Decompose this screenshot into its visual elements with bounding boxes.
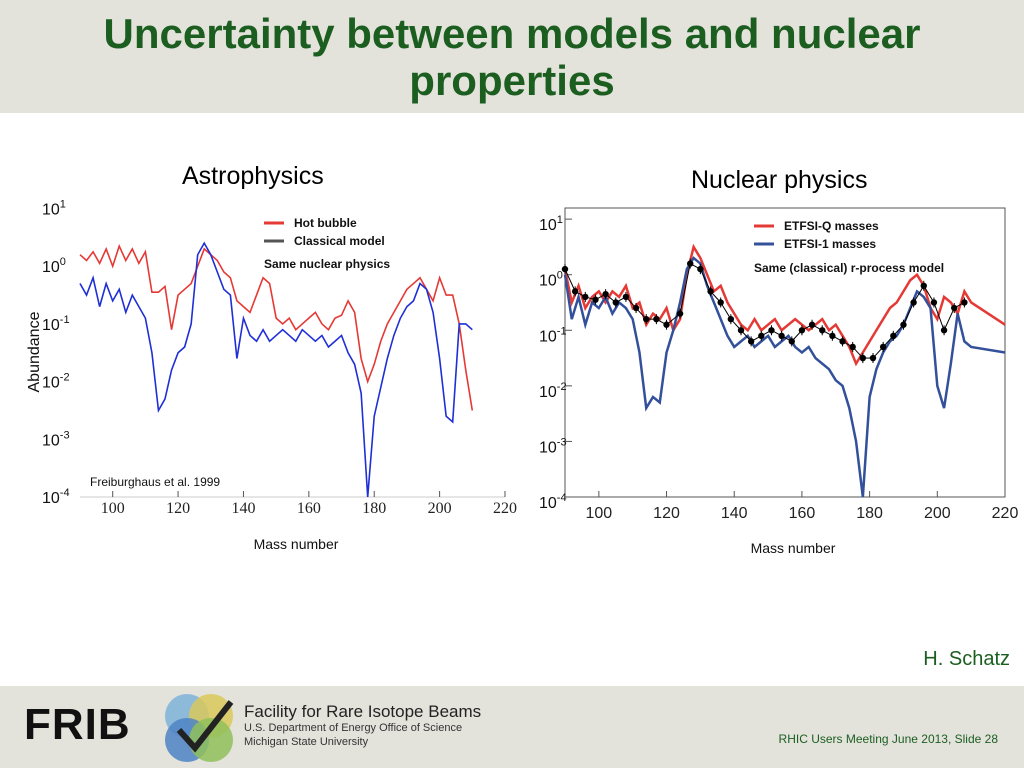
data-link	[923, 285, 935, 303]
series-line-1	[563, 256, 1006, 498]
data-link	[903, 302, 915, 325]
series-line-1	[79, 241, 473, 498]
title-band	[0, 0, 1024, 113]
y-tick-label: 10-4	[539, 492, 567, 512]
x-tick-label: 140	[231, 500, 255, 517]
citation: Freiburghaus et al. 1999	[90, 475, 220, 489]
legend-label: ETFSI-Q masses	[784, 219, 879, 233]
x-tick-label: 100	[585, 505, 612, 522]
slide-title: Uncertainty between models and nuclear p…	[103, 10, 921, 104]
facility-university: Michigan State University	[244, 736, 369, 748]
chart-note: Same (classical) r-process model	[754, 261, 944, 275]
author: H. Schatz	[923, 648, 1010, 670]
legend-label: Classical model	[294, 234, 385, 248]
y-tick-label: 10-1	[42, 314, 70, 334]
frib-seal-icon	[165, 694, 234, 762]
facility-name: Facility for Rare Isotope Beams	[244, 702, 482, 721]
data-link	[933, 302, 945, 331]
data-link	[943, 307, 955, 331]
plot-frame	[564, 207, 1006, 498]
data-link	[679, 263, 691, 314]
x-tick-label: 180	[362, 500, 386, 517]
data-link	[564, 268, 576, 292]
y-tick-label: 100	[539, 270, 563, 290]
x-tick-label: 180	[856, 505, 883, 522]
x-tick-label: 120	[166, 500, 190, 517]
chart-title-astrophysics: Astrophysics	[182, 162, 324, 190]
astrophysics-chart: 100 120 140 160 180 200 220 101 100 10-1 10-2 10-3 1…	[26, 199, 517, 552]
y-tick-label: 10-1	[539, 325, 567, 345]
x-tick-label: 200	[428, 500, 452, 517]
y-tick-label: 10-3	[539, 436, 567, 456]
chart-title-nuclear-physics: Nuclear physics	[691, 166, 868, 194]
footer-band	[0, 686, 1024, 768]
legend-label: Hot bubble	[294, 216, 357, 230]
x-axis-label: Mass number	[254, 536, 339, 552]
x-tick-label: 220	[493, 500, 517, 517]
y-tick-label: 100	[42, 256, 66, 276]
nuclear-physics-chart: 100 120 140 160 180 200 220 101 100 10-1 10-2 10-3 1…	[539, 207, 1019, 556]
x-tick-label: 160	[297, 500, 321, 517]
data-link	[913, 285, 925, 303]
data-link	[720, 302, 732, 320]
x-tick-label: 140	[721, 505, 748, 522]
y-tick-label: 10-2	[539, 381, 567, 401]
x-axis-label: Mass number	[751, 540, 836, 556]
legend-label: ETFSI-1 masses	[784, 237, 876, 251]
slide-footer-note: RHIC Users Meeting June 2013, Slide 28	[778, 732, 998, 746]
data-link	[699, 268, 711, 292]
series-line-0	[79, 243, 474, 411]
y-tick-label: 101	[42, 199, 66, 219]
chart-note: Same nuclear physics	[264, 257, 390, 271]
y-tick-label: 10-2	[42, 372, 70, 392]
y-tick-label: 10-4	[42, 487, 70, 507]
x-tick-label: 220	[992, 505, 1019, 522]
x-tick-label: 100	[101, 500, 125, 517]
facility-dept: U.S. Department of Energy Office of Scie…	[244, 722, 463, 734]
x-tick-label: 200	[924, 505, 951, 522]
x-tick-label: 120	[653, 505, 680, 522]
frib-logo: FRIB	[24, 700, 131, 749]
y-tick-label: 101	[539, 214, 563, 234]
y-tick-label: 10-3	[42, 429, 70, 449]
y-axis-label: Abundance	[26, 311, 43, 392]
x-tick-label: 160	[789, 505, 816, 522]
